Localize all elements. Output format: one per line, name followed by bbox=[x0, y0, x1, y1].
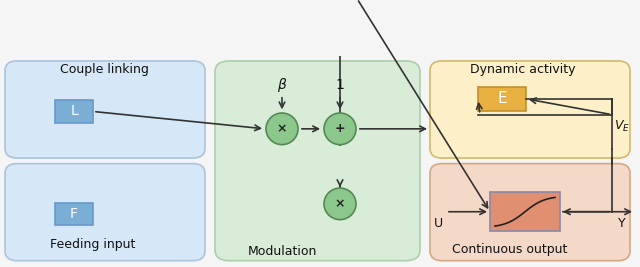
Text: E: E bbox=[497, 91, 507, 106]
Text: Y: Y bbox=[618, 217, 626, 230]
Text: ×: × bbox=[276, 122, 287, 135]
Text: 1: 1 bbox=[335, 78, 344, 92]
FancyBboxPatch shape bbox=[490, 192, 560, 231]
Ellipse shape bbox=[324, 188, 356, 220]
Text: F: F bbox=[70, 207, 78, 221]
Text: +: + bbox=[335, 122, 346, 135]
FancyBboxPatch shape bbox=[55, 100, 93, 123]
Ellipse shape bbox=[324, 113, 356, 145]
FancyBboxPatch shape bbox=[5, 61, 205, 158]
FancyBboxPatch shape bbox=[430, 164, 630, 261]
FancyBboxPatch shape bbox=[430, 61, 630, 158]
Text: Feeding input: Feeding input bbox=[50, 238, 136, 252]
FancyBboxPatch shape bbox=[478, 87, 526, 111]
Text: L: L bbox=[70, 104, 78, 119]
Text: ×: × bbox=[335, 197, 345, 210]
Text: Dynamic activity: Dynamic activity bbox=[470, 63, 575, 76]
FancyBboxPatch shape bbox=[55, 203, 93, 225]
FancyBboxPatch shape bbox=[215, 61, 420, 261]
FancyBboxPatch shape bbox=[5, 164, 205, 261]
Text: $V_E$: $V_E$ bbox=[614, 119, 630, 134]
Text: Couple linking: Couple linking bbox=[60, 63, 149, 76]
Ellipse shape bbox=[266, 113, 298, 145]
Text: Modulation: Modulation bbox=[247, 245, 317, 258]
Text: Continuous output: Continuous output bbox=[452, 243, 568, 256]
Text: U: U bbox=[433, 217, 443, 230]
Text: $\beta$: $\beta$ bbox=[276, 76, 287, 95]
